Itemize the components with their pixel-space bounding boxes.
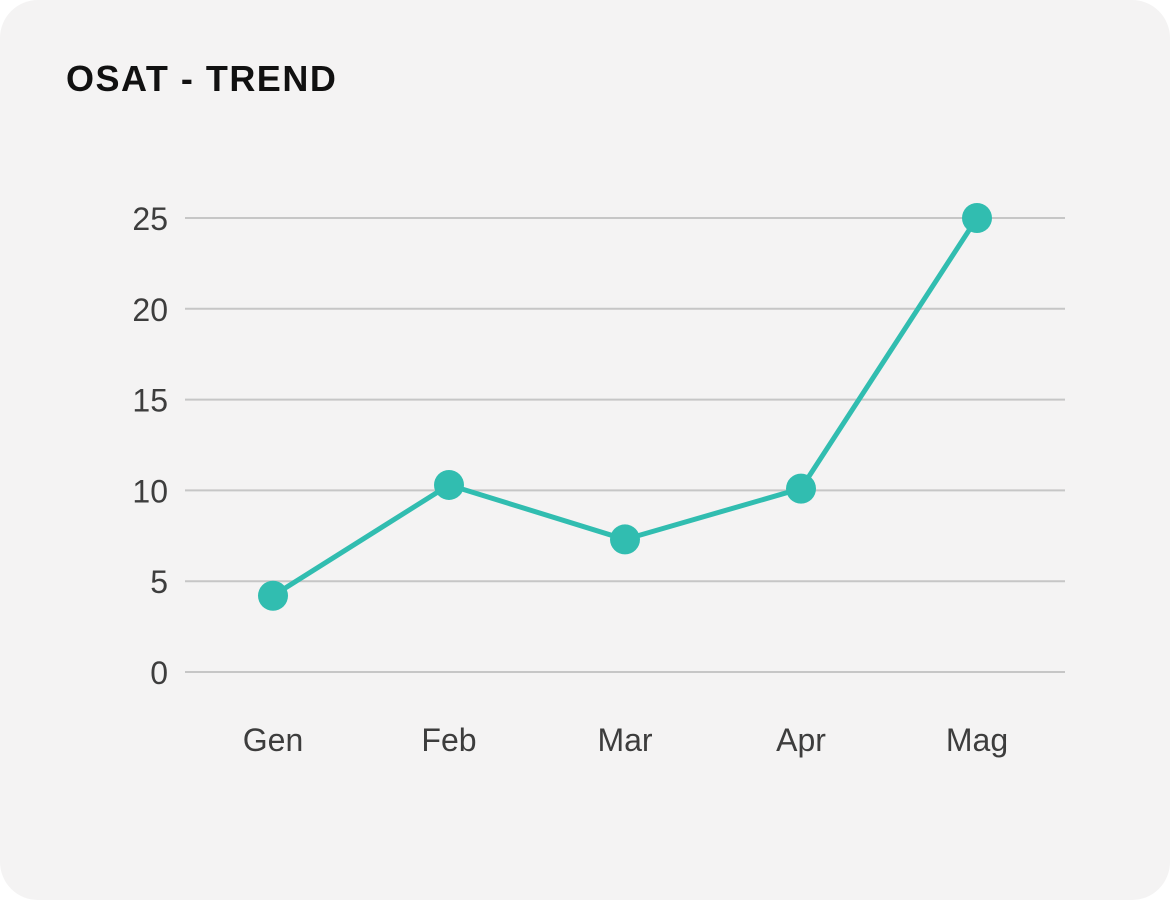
y-tick-label: 15 [132, 383, 168, 419]
y-tick-label: 5 [150, 564, 168, 600]
data-point-marker [610, 524, 640, 555]
data-point-marker [258, 580, 288, 611]
x-axis-label: Mar [597, 722, 652, 758]
data-point-marker [962, 203, 992, 233]
y-tick-label: 0 [150, 655, 168, 691]
x-axis-label: Feb [421, 722, 476, 758]
x-axis-label: Apr [776, 722, 826, 758]
x-axis-label: Mag [946, 722, 1008, 758]
data-point-marker [434, 469, 464, 500]
y-tick-label: 10 [132, 473, 168, 509]
chart-title: OSAT - TREND [66, 58, 338, 99]
data-point-marker [786, 473, 816, 504]
y-tick-label: 25 [132, 201, 168, 237]
y-tick-label: 20 [132, 292, 168, 328]
x-axis-label: Gen [243, 722, 303, 758]
